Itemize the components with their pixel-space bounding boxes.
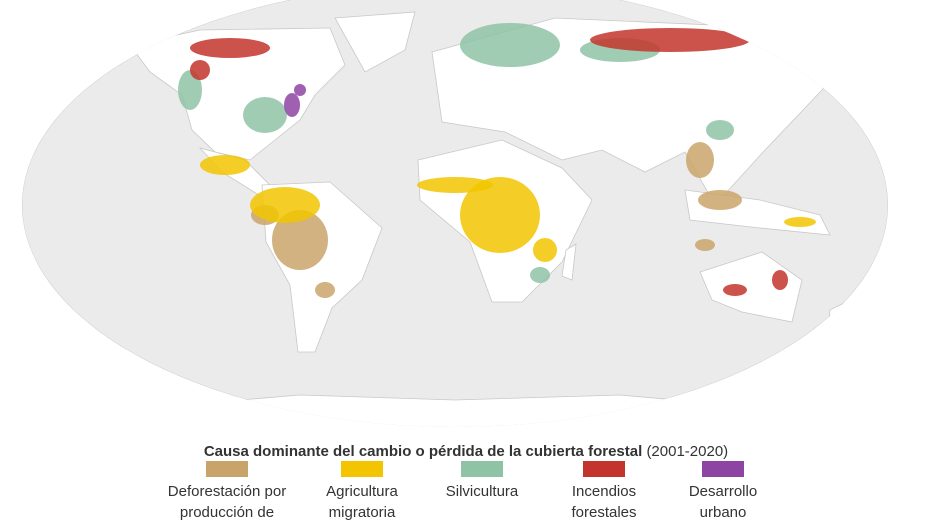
forest-loss-area [590,28,750,52]
forest-loss-area [190,38,270,58]
legend-label: Desarrollo [689,483,757,500]
antarctica [109,394,801,427]
forest-loss-area [284,93,300,117]
forest-loss-area [417,177,493,193]
greenland [334,11,416,73]
legend-swatch [206,461,248,477]
forest-loss-area [533,238,557,262]
forest-loss-area [723,284,747,296]
forest-loss-area [250,187,320,223]
legend: Deforestación por producción de Agricultur… [168,461,757,521]
forest-loss-area [200,155,250,175]
forest-loss-area [698,190,742,210]
forest-loss-area [784,217,816,227]
legend-swatch [583,461,625,477]
forest-loss-area [706,120,734,140]
legend-title-main: Causa dominante del cambio o pérdida de … [204,443,642,460]
legend-label: migratoria [329,504,396,521]
forest-loss-area [530,267,550,283]
legend-period: (2001-2020) [646,443,728,460]
forest-loss-area [460,177,540,253]
legend-swatch [341,461,383,477]
legend-label: Deforestación por [168,483,286,500]
legend-label: forestales [571,504,636,521]
forest-loss-area [243,97,287,133]
forest-loss-area [272,210,328,270]
forest-loss-area [315,282,335,298]
australia [699,251,803,323]
legend-swatch [702,461,744,477]
legend-label: urbano [700,504,747,521]
legend-title: Causa dominante del cambio o pérdida de … [204,443,728,460]
forest-loss-area [178,70,202,110]
legend-label: Incendios [572,483,636,500]
madagascar [561,243,577,281]
forest-loss-area [686,142,714,178]
world-map [22,0,888,427]
forest-loss-area [190,60,210,80]
legend-label: Silvicultura [446,483,519,500]
legend-swatch [461,461,503,477]
legend-label: Agricultura [326,483,398,500]
forest-loss-area [695,239,715,251]
forest-loss-area [460,23,560,67]
forest-loss-area [772,270,788,290]
legend-label: producción de [180,504,274,521]
forest-loss-area [294,84,306,96]
